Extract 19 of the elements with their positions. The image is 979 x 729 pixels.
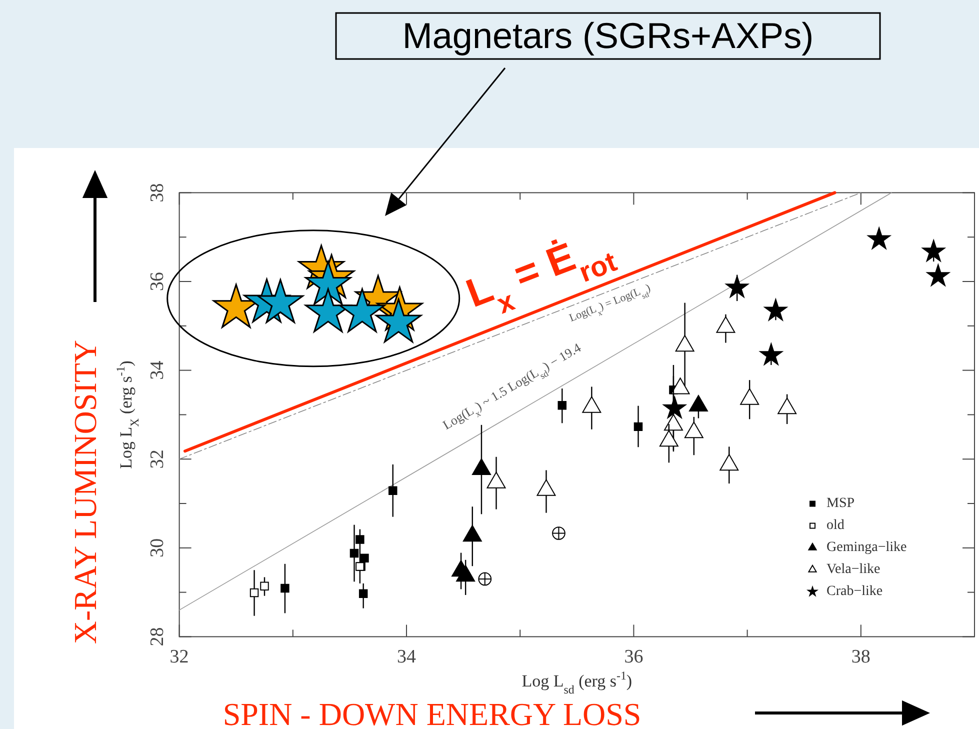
x-tick-label: 32	[170, 646, 189, 668]
x-tick-label: 38	[851, 646, 870, 668]
x-axis-title: Log L$_{sd}$ (erg s$^{-1}$)	[522, 668, 632, 697]
legend-label: MSP	[826, 496, 855, 512]
y-tick-label: 30	[146, 538, 168, 558]
y-tick-label: 34	[146, 360, 168, 380]
y-tick-label: 32	[146, 450, 168, 469]
x-tick-label: 36	[624, 646, 644, 668]
text: SPIN - DOWN ENERGY LOSS	[222, 696, 642, 729]
text: X-RAY LUMINOSITY	[67, 340, 103, 644]
legend-label: Geminga−like	[826, 540, 907, 556]
y-tick-label: 38	[146, 183, 168, 202]
y-tick-label: 28	[146, 627, 168, 646]
legend-label: Crab−like	[826, 584, 883, 600]
legend-label: old	[826, 518, 844, 534]
y-tick-label: 36	[146, 272, 168, 291]
text: Magnetars (SGRs+AXPs)	[402, 15, 814, 56]
legend-label: Vela−like	[826, 562, 880, 578]
x-tick-label: 34	[397, 646, 416, 668]
